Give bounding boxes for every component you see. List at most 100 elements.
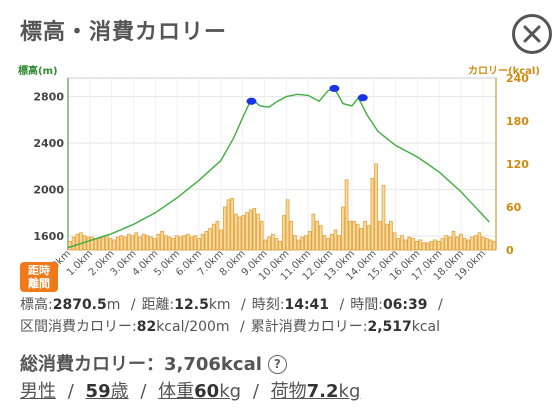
calorie-bar — [234, 213, 238, 251]
distance-label: 距離: — [141, 297, 175, 313]
calorie-bar — [344, 179, 349, 251]
calorie-bar — [182, 235, 187, 251]
calorie-bar — [141, 233, 146, 251]
calorie-bar — [374, 163, 378, 251]
elevation-tick-label: 2000 — [33, 184, 64, 197]
total-calorie: 総消費カロリー：3,706kcal? — [20, 350, 287, 376]
point-info-row: 標高:2870.5m / 距離:12.5km / 時刻:14:41 /時間:06:3… — [20, 297, 443, 313]
calorie-bar — [245, 212, 249, 251]
calorie-bar — [473, 235, 478, 251]
calorie-bar — [488, 239, 493, 251]
calorie-bar — [248, 209, 253, 251]
calorie-bar — [267, 236, 271, 251]
calorie-bar — [470, 236, 474, 251]
calorie-bar — [75, 233, 80, 251]
load-link[interactable]: 荷物7.2kg — [271, 381, 361, 402]
calorie-bar — [307, 230, 312, 251]
calorie-bar — [381, 185, 386, 251]
calorie-bar — [259, 220, 264, 251]
calorie-bar — [329, 233, 334, 251]
weight-value: 60 — [194, 381, 220, 402]
calorie-bar — [211, 223, 216, 251]
calorie-bar — [403, 239, 408, 251]
page-title: 標高・消費カロリー — [20, 20, 228, 45]
calorie-bar — [436, 240, 441, 251]
calorie-bar — [134, 232, 139, 251]
age-link[interactable]: 59歳 — [86, 381, 129, 402]
gender-link[interactable]: 男性 — [20, 381, 56, 402]
calorie-bar — [281, 215, 286, 251]
cumulative-calorie-value: 2,517 — [367, 319, 412, 335]
calorie-bar — [160, 230, 164, 251]
calorie-bar — [119, 235, 124, 251]
calorie-bar — [359, 228, 364, 251]
help-icon[interactable]: ? — [267, 355, 287, 374]
calorie-bar — [388, 220, 393, 251]
elevation-tick-label: 1600 — [33, 230, 64, 243]
calorie-bar — [444, 235, 449, 251]
peak-marker — [357, 94, 368, 102]
calorie-bar — [208, 228, 212, 251]
calorie-bar — [167, 236, 172, 251]
calorie-bar — [193, 235, 198, 251]
calorie-bar — [363, 220, 367, 251]
age-value: 59 — [85, 381, 111, 402]
calorie-bar — [263, 239, 268, 251]
calorie-bar — [448, 236, 452, 251]
calorie-bar — [237, 216, 242, 251]
load-label: 荷物 — [270, 381, 307, 402]
calorie-bar — [422, 242, 426, 251]
calorie-bar — [270, 233, 275, 251]
calorie-bar — [86, 236, 91, 251]
calorie-bar — [407, 236, 412, 251]
weight-link[interactable]: 体重60kg — [158, 381, 241, 402]
calorie-bar — [429, 240, 434, 251]
calorie-bar — [477, 232, 482, 251]
calorie-bar — [333, 229, 338, 251]
calorie-bar — [171, 238, 175, 251]
calorie-bar — [304, 235, 308, 251]
total-calorie-value: 3,706kcal — [164, 354, 262, 375]
calorie-tick-label: 180 — [506, 115, 529, 128]
calorie-bar — [481, 236, 485, 251]
elevation-unit: m — [106, 297, 121, 313]
calorie-bar — [311, 213, 316, 251]
weight-label: 体重 — [158, 381, 195, 402]
calorie-axis-label: カロリー(kcal) — [468, 66, 540, 77]
elevation-line — [67, 87, 490, 249]
calorie-bar — [68, 240, 72, 251]
duration-label: 時間: — [350, 297, 383, 313]
calorie-bar — [178, 236, 183, 251]
calorie-bar — [348, 220, 353, 251]
calorie-bar — [90, 236, 94, 251]
calorie-bar — [101, 236, 105, 251]
calorie-bar — [252, 208, 257, 251]
calorie-tick-label: 240 — [506, 72, 529, 85]
section-calorie-unit: kcal/200m — [156, 319, 230, 335]
section-calorie-value: 82 — [136, 319, 157, 335]
calorie-bar — [274, 238, 279, 251]
calorie-info-row: 区間消費カロリー:82kcal/200m / 累計消費カロリー:2,517kcal — [20, 319, 441, 335]
weight-unit: kg — [219, 381, 242, 402]
peak-marker — [329, 84, 340, 93]
calorie-tick-label: 0 — [506, 244, 514, 257]
calorie-bar — [108, 238, 113, 251]
calorie-bar — [352, 220, 356, 251]
calorie-bar — [289, 220, 294, 251]
calorie-bar — [418, 239, 423, 251]
cumulative-calorie-label: 累計消費カロリー: — [250, 319, 368, 335]
distance-unit: km — [208, 297, 231, 313]
total-calorie-label: 総消費カロリー： — [20, 354, 164, 375]
clock-time-value: 14:41 — [284, 297, 330, 313]
calorie-bar — [93, 238, 98, 251]
calorie-bar — [326, 238, 330, 251]
calorie-bar — [318, 225, 323, 251]
calorie-bar — [256, 213, 260, 251]
distance-time-toggle-button[interactable]: 距時 離間 — [20, 262, 58, 292]
calorie-bar — [230, 197, 235, 251]
load-unit: kg — [338, 381, 361, 402]
close-button[interactable] — [512, 14, 552, 54]
calorie-bar — [466, 239, 471, 251]
calorie-tick-label: 60 — [506, 201, 522, 214]
